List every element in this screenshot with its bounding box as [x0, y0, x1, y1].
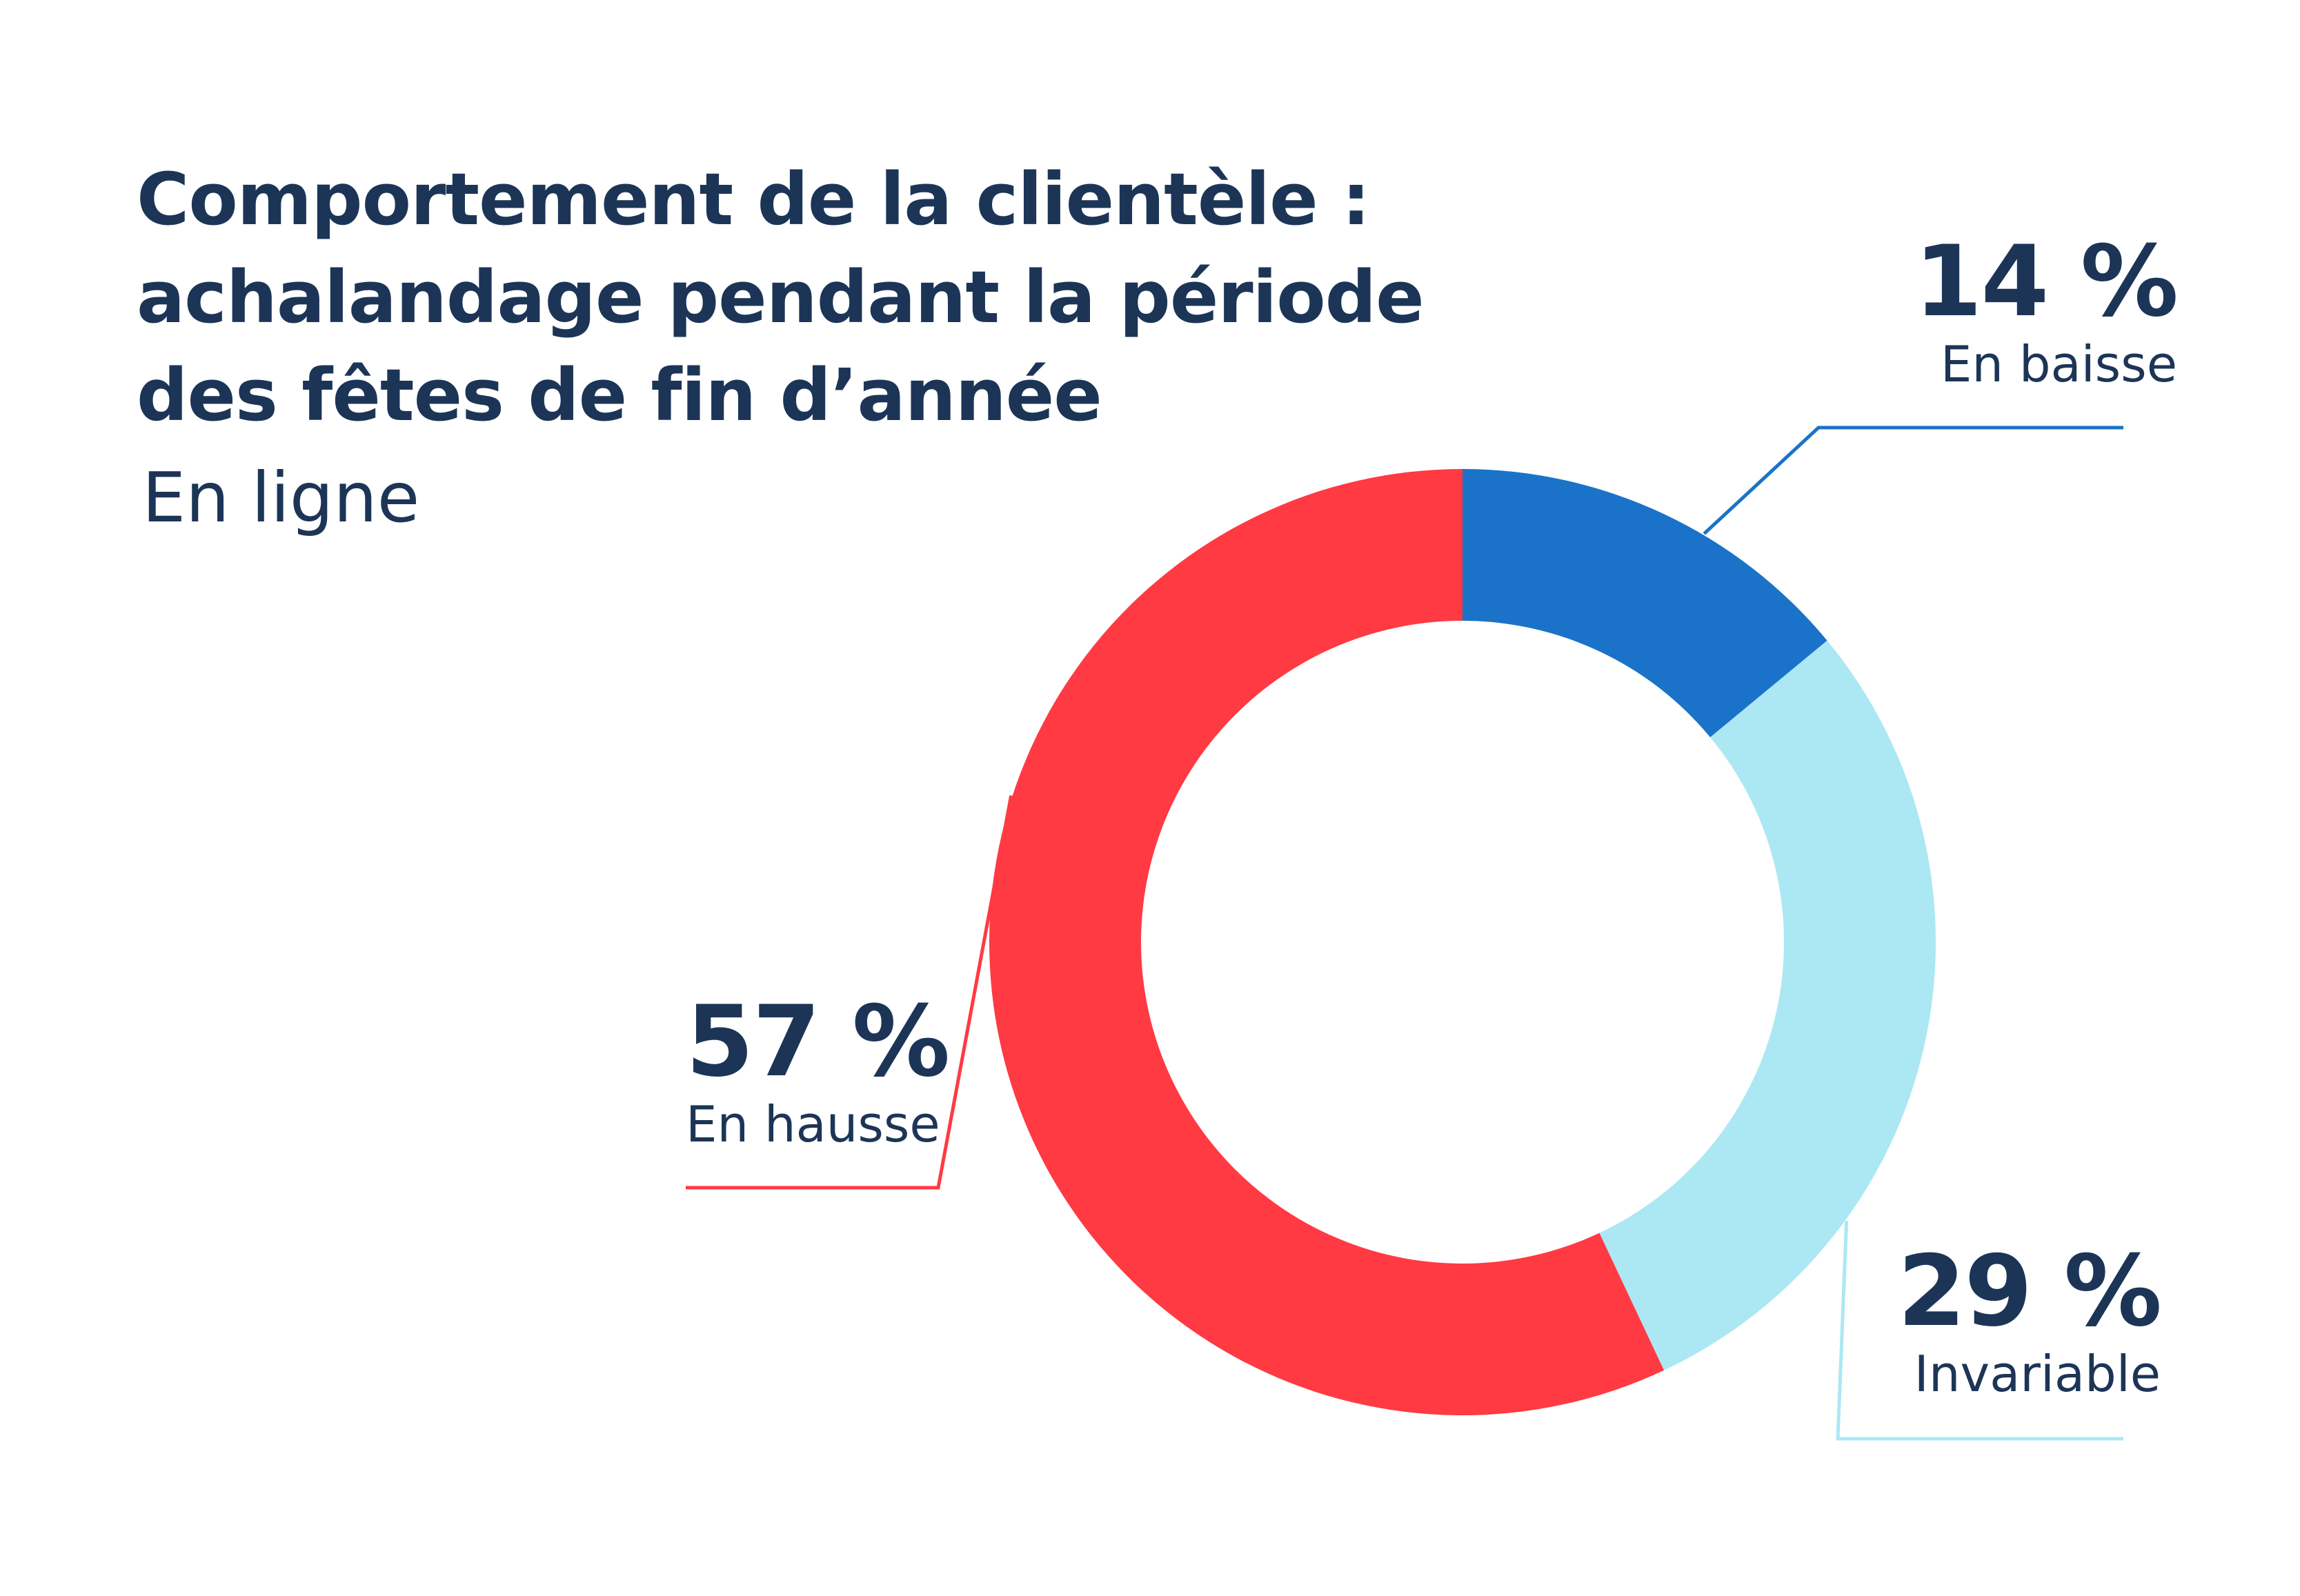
callout-invariable: 29 % Invariable: [1897, 1235, 2162, 1404]
leader-line-en-baisse: [1703, 426, 2123, 535]
chart-title-line-1: Comportement de la clientèle :: [137, 157, 1370, 241]
callout-leader-lines: [686, 426, 2123, 1441]
chart-subtitle: En ligne: [142, 457, 420, 538]
chart-title: Comportement de la clientèle : achalanda…: [137, 150, 1585, 444]
leader-line-invariable: [1836, 1221, 2123, 1441]
callout-en-baisse: 14 % En baisse: [1914, 225, 2179, 395]
slice-category-label: En baisse: [1940, 335, 2177, 393]
slice-category-label: Invariable: [1914, 1345, 2161, 1403]
donut-slice-en-baisse: [1463, 469, 1827, 737]
slice-category-label: En hausse: [686, 1095, 940, 1153]
slice-value-label: 29 %: [1897, 1235, 2162, 1348]
donut-slice-en-hausse: [989, 469, 1665, 1415]
slice-value-label: 14 %: [1914, 225, 2179, 339]
slice-value-label: 57 %: [686, 985, 950, 1099]
donut-slices: [989, 469, 1936, 1415]
donut-slice-invariable: [1599, 640, 1936, 1370]
chart-title-line-2: achalandage pendant la période: [137, 255, 1425, 339]
leader-line-en-hausse: [686, 795, 1013, 1190]
callout-en-hausse: 57 % En hausse: [686, 985, 950, 1155]
chart-title-line-3: des fêtes de fin d’année: [137, 353, 1102, 437]
